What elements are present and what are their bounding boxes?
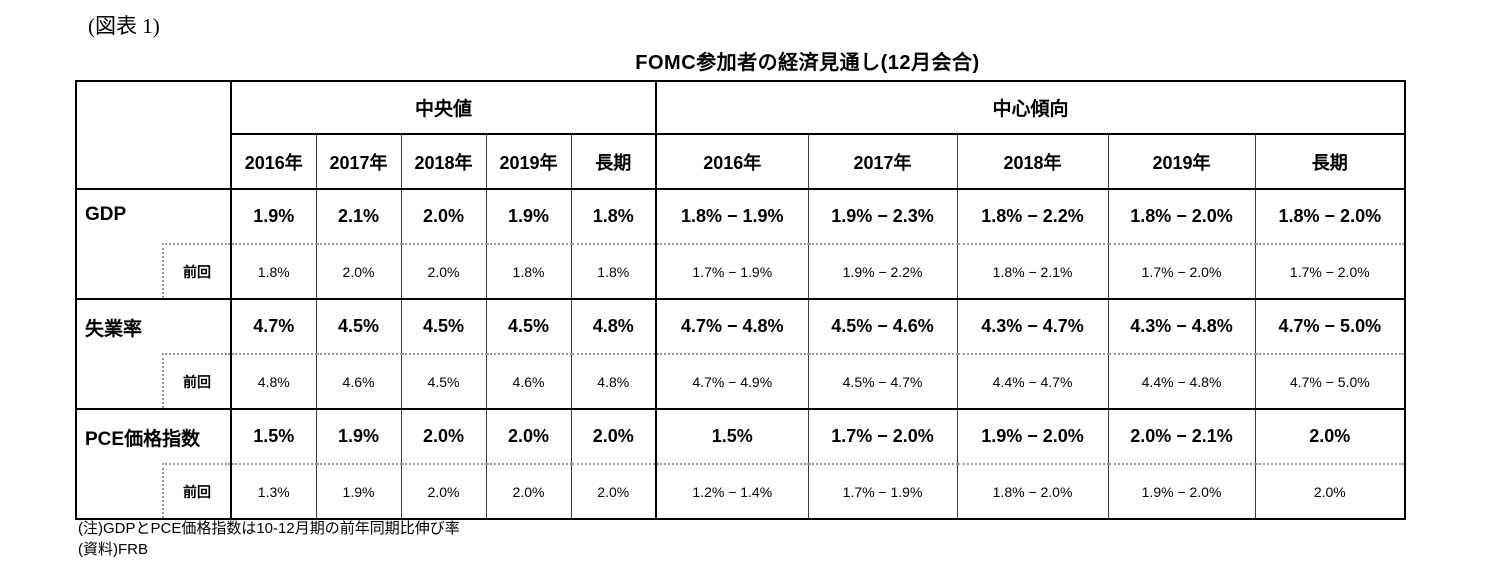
- row-label: 失業率: [76, 298, 163, 409]
- forecast-table: 中央値 中心傾向 2016年 2017年 2018年 2019年 長期 2016…: [75, 80, 1407, 520]
- table-row-pce-previous: 前回 1.3% 1.9% 2.0% 2.0% 2.0% 1.2% − 1.4% …: [76, 463, 1406, 519]
- central-tendency-cell: 2.0%: [1254, 408, 1406, 464]
- group-header-central-tendency: 中心傾向: [655, 81, 1406, 135]
- prev-central-tendency-cell: 4.5% − 4.7%: [807, 353, 958, 409]
- median-cell: 1.9%: [485, 188, 571, 244]
- prev-median-cell: 2.0%: [570, 463, 657, 519]
- central-tendency-cell: 2.0% − 2.1%: [1107, 408, 1256, 464]
- previous-label: 前回: [162, 243, 232, 299]
- central-tendency-cell: 4.7% − 4.8%: [655, 298, 809, 354]
- label-spacer-cell: [163, 408, 232, 464]
- prev-central-tendency-cell: 4.4% − 4.7%: [956, 353, 1109, 409]
- corner-cell: [76, 81, 232, 190]
- central-tendency-cell: 1.9% − 2.0%: [956, 408, 1109, 464]
- central-tendency-cell: 1.5%: [655, 408, 809, 464]
- year-header: 2019年: [1107, 134, 1256, 190]
- row-label: PCE価格指数: [76, 408, 200, 519]
- central-tendency-cell: 1.9% − 2.3%: [807, 188, 958, 244]
- year-header-row: 2016年 2017年 2018年 2019年 長期 2016年 2017年 2…: [76, 134, 1406, 190]
- table-row-gdp: GDP 1.9% 2.1% 2.0% 1.9% 1.8% 1.8% − 1.9%…: [76, 188, 1406, 299]
- table-row-unemployment: 失業率 4.7% 4.5% 4.5% 4.5% 4.8% 4.7% − 4.8%…: [76, 298, 1406, 409]
- year-header: 2018年: [956, 134, 1109, 190]
- median-cell: 4.5%: [485, 298, 571, 354]
- prev-central-tendency-cell: 4.7% − 5.0%: [1254, 353, 1406, 409]
- median-cell: 1.9%: [230, 188, 316, 244]
- median-cell: 1.9%: [315, 408, 401, 464]
- prev-median-cell: 1.9%: [315, 463, 401, 519]
- median-cell: 2.0%: [400, 408, 486, 464]
- central-tendency-cell: 4.3% − 4.7%: [956, 298, 1109, 354]
- previous-label: 前回: [162, 353, 232, 409]
- prev-central-tendency-cell: 1.9% − 2.0%: [1107, 463, 1256, 519]
- label-spacer-cell: [163, 298, 232, 354]
- group-header-median: 中央値: [229, 81, 657, 135]
- year-header: 2017年: [315, 134, 401, 190]
- previous-label: 前回: [162, 463, 232, 519]
- central-tendency-cell: 1.8% − 2.0%: [1254, 188, 1406, 244]
- year-header: 2016年: [655, 134, 809, 190]
- note-line: (注)GDPとPCE価格指数は10-12月期の前年同期比伸び率: [78, 520, 460, 537]
- table-title: FOMC参加者の経済見通し(12月会合): [635, 52, 980, 74]
- central-tendency-cell: 1.8% − 2.0%: [1107, 188, 1256, 244]
- prev-median-cell: 1.8%: [230, 243, 316, 299]
- central-tendency-cell: 4.5% − 4.6%: [807, 298, 958, 354]
- median-cell: 4.8%: [570, 298, 657, 354]
- central-tendency-cell: 4.3% − 4.8%: [1107, 298, 1256, 354]
- year-header: 2019年: [485, 134, 571, 190]
- prev-central-tendency-cell: 1.8% − 2.0%: [956, 463, 1109, 519]
- source-line: (資料)FRB: [78, 541, 148, 558]
- prev-central-tendency-cell: 1.2% − 1.4%: [655, 463, 809, 519]
- prev-central-tendency-cell: 1.7% − 1.9%: [807, 463, 958, 519]
- prev-central-tendency-cell: 4.4% − 4.8%: [1107, 353, 1256, 409]
- prev-median-cell: 1.3%: [230, 463, 316, 519]
- group-header-row: 中央値 中心傾向: [76, 81, 1406, 190]
- median-cell: 4.5%: [400, 298, 486, 354]
- prev-central-tendency-cell: 1.8% − 2.1%: [956, 243, 1109, 299]
- prev-median-cell: 2.0%: [400, 243, 486, 299]
- year-header: 2018年: [400, 134, 486, 190]
- year-header: 2016年: [231, 134, 316, 190]
- central-tendency-cell: 1.7% − 2.0%: [807, 408, 958, 464]
- median-cell: 4.5%: [315, 298, 401, 354]
- figure-label: (図表 1): [88, 14, 160, 38]
- median-cell: 2.0%: [400, 188, 486, 244]
- central-tendency-cell: 4.7% − 5.0%: [1254, 298, 1406, 354]
- prev-median-cell: 2.0%: [485, 463, 571, 519]
- median-cell: 2.0%: [485, 408, 571, 464]
- prev-median-cell: 2.0%: [315, 243, 401, 299]
- footnotes: (注)GDPとPCE価格指数は10-12月期の前年同期比伸び率 (資料)FRB: [78, 518, 460, 560]
- prev-central-tendency-cell: 2.0%: [1254, 463, 1406, 519]
- median-cell: 4.7%: [230, 298, 316, 354]
- year-header: 2017年: [807, 134, 958, 190]
- prev-central-tendency-cell: 1.9% − 2.2%: [807, 243, 958, 299]
- row-label: GDP: [76, 188, 163, 299]
- median-cell: 2.1%: [315, 188, 401, 244]
- label-spacer-cell: [163, 188, 232, 244]
- year-header: 長期: [570, 134, 657, 190]
- prev-central-tendency-cell: 4.7% − 4.9%: [655, 353, 809, 409]
- table-row-gdp-previous: 前回 1.8% 2.0% 2.0% 1.8% 1.8% 1.7% − 1.9% …: [76, 243, 1406, 299]
- median-cell: 1.5%: [230, 408, 316, 464]
- median-cell: 1.8%: [570, 188, 657, 244]
- prev-median-cell: 4.6%: [485, 353, 571, 409]
- prev-central-tendency-cell: 1.7% − 1.9%: [655, 243, 809, 299]
- central-tendency-cell: 1.8% − 2.2%: [956, 188, 1109, 244]
- prev-median-cell: 1.8%: [570, 243, 657, 299]
- prev-median-cell: 4.5%: [400, 353, 486, 409]
- central-tendency-cell: 1.8% − 1.9%: [655, 188, 809, 244]
- table-row-unemployment-previous: 前回 4.8% 4.6% 4.5% 4.6% 4.8% 4.7% − 4.9% …: [76, 353, 1406, 409]
- table-row-pce: PCE価格指数 1.5% 1.9% 2.0% 2.0% 2.0% 1.5% 1.…: [76, 408, 1406, 519]
- median-cell: 2.0%: [570, 408, 657, 464]
- prev-central-tendency-cell: 1.7% − 2.0%: [1107, 243, 1256, 299]
- prev-central-tendency-cell: 1.7% − 2.0%: [1254, 243, 1406, 299]
- prev-median-cell: 4.8%: [230, 353, 316, 409]
- prev-median-cell: 4.6%: [315, 353, 401, 409]
- prev-median-cell: 2.0%: [400, 463, 486, 519]
- prev-median-cell: 1.8%: [485, 243, 571, 299]
- prev-median-cell: 4.8%: [570, 353, 657, 409]
- year-header: 長期: [1254, 134, 1406, 190]
